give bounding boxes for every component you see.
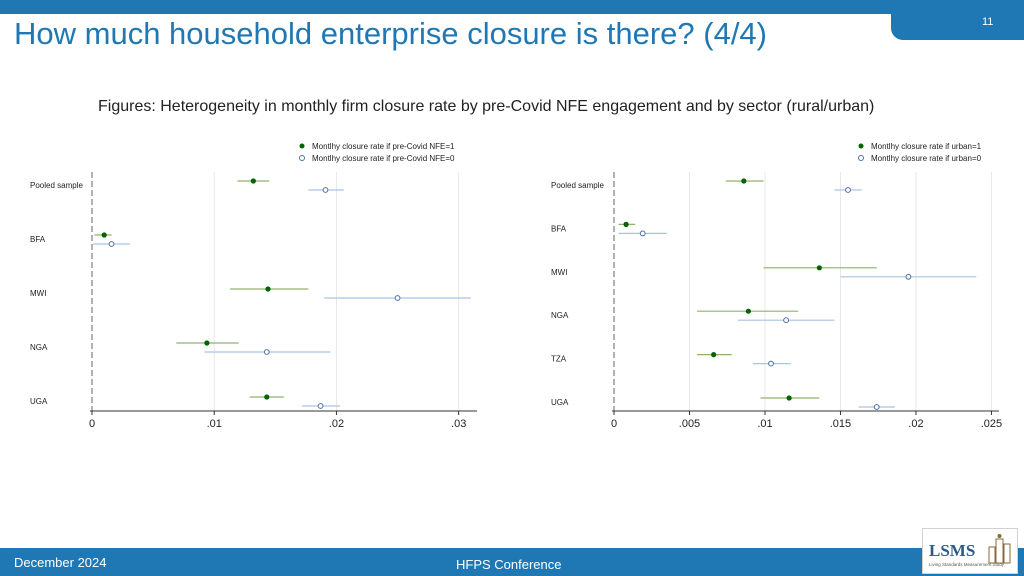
x-tick-label: .005: [679, 418, 700, 430]
category-label: MWI: [30, 289, 46, 298]
logo-subtext: Living Standards Measurement Study: [929, 562, 1005, 567]
page-number: 11: [982, 16, 994, 28]
data-point: [264, 394, 270, 400]
data-point: [768, 360, 774, 367]
data-point: [845, 187, 851, 193]
data-point: [905, 273, 912, 280]
category-label: NGA: [30, 343, 48, 352]
x-tick-label: .01: [207, 418, 222, 430]
legend-marker: [858, 155, 864, 161]
data-point: [783, 317, 790, 324]
data-point: [101, 232, 107, 238]
chart-nfe-engagement: 0 .01 .02 .03 Pooled sample BFA MWI NGA UGA Montl…: [30, 142, 477, 430]
category-label: NGA: [551, 311, 569, 320]
legend-label: Montlhy closure rate if urban=0: [871, 154, 982, 163]
data-point: [204, 340, 210, 346]
x-tick-label: .03: [451, 418, 466, 430]
data-point: [873, 404, 880, 410]
data-point: [745, 308, 751, 314]
data-point: [816, 265, 822, 271]
legend-marker: [858, 143, 864, 149]
category-label: BFA: [30, 235, 46, 244]
logo-text: LSMS: [929, 541, 976, 560]
data-point: [639, 230, 646, 237]
footer-bar: December 2024 HFPS Conference: [0, 548, 1024, 576]
legend-label: Montlhy closure rate if pre-Covid NFE=0: [312, 154, 455, 163]
category-label: UGA: [551, 398, 569, 407]
data-point: [265, 286, 271, 292]
chart-rural-urban: 0 .005 .01 .015 .02 .025 Pooled sample BFA MWI NG…: [551, 142, 1002, 430]
data-point: [623, 221, 629, 227]
lsms-logo: LSMS Living Standards Measurement Study: [922, 528, 1018, 574]
data-point: [786, 395, 792, 401]
data-point: [711, 352, 717, 358]
category-label: Pooled sample: [30, 181, 83, 190]
x-tick-label: 0: [611, 418, 617, 430]
page-number-tab: 11: [891, 0, 1024, 40]
category-label: BFA: [551, 224, 567, 233]
legend-marker: [299, 143, 305, 149]
buildings-icon: [988, 534, 1011, 564]
data-point: [741, 178, 747, 184]
category-label: TZA: [551, 355, 567, 364]
x-tick-label: 0: [89, 418, 95, 430]
footer-conference: HFPS Conference: [456, 557, 562, 572]
data-point: [317, 403, 324, 409]
data-point: [263, 349, 270, 355]
x-tick-label: .02: [908, 418, 923, 430]
footer-date: December 2024: [14, 555, 107, 570]
page-title: How much household enterprise closure is…: [14, 16, 767, 51]
top-bar: [0, 0, 1024, 14]
data-point: [394, 295, 401, 301]
x-tick-label: .025: [981, 418, 1002, 430]
legend-label: Montlhy closure rate if urban=1: [871, 142, 982, 151]
x-tick-label: .015: [830, 418, 851, 430]
x-tick-label: .01: [757, 418, 772, 430]
figure-subtitle: Figures: Heterogeneity in monthly firm c…: [98, 98, 875, 115]
category-label: UGA: [30, 397, 48, 406]
category-label: MWI: [551, 268, 567, 277]
data-point: [322, 187, 329, 193]
x-tick-label: .02: [329, 418, 344, 430]
data-point: [250, 178, 256, 184]
legend-label: Montlhy closure rate if pre-Covid NFE=1: [312, 142, 455, 151]
data-point: [108, 241, 115, 247]
category-label: Pooled sample: [551, 181, 604, 190]
legend-marker: [299, 155, 305, 161]
